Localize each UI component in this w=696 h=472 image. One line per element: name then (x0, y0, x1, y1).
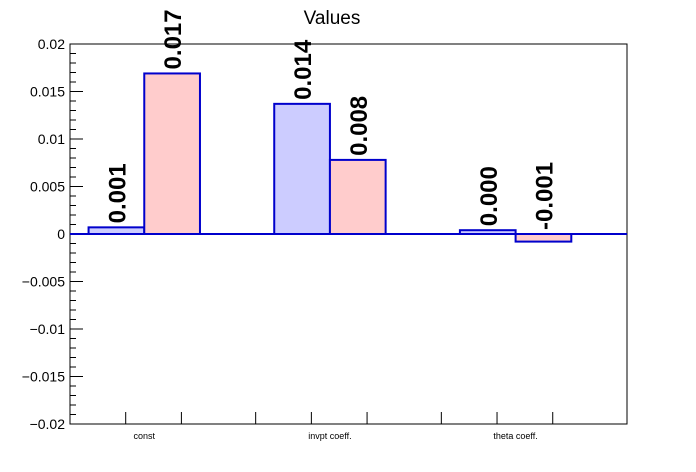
y-tick-label: −0.02 (30, 416, 66, 432)
data-label: 0.008 (346, 96, 373, 156)
bar (514, 233, 573, 243)
y-tick-label: 0.01 (38, 131, 65, 147)
bar (273, 102, 331, 235)
bar (328, 158, 387, 235)
y-tick-label: 0.02 (38, 36, 65, 52)
data-label: 0.014 (290, 39, 317, 100)
data-label: 0.000 (476, 166, 503, 226)
x-category-label: invpt coeff. (308, 431, 351, 441)
chart-title: Values (304, 8, 361, 29)
x-category-label: theta coeff. (493, 431, 537, 441)
y-tick-label: 0.005 (30, 179, 65, 195)
y-tick-label: −0.01 (30, 321, 66, 337)
y-tick-label: −0.005 (22, 274, 65, 290)
data-label: 0.001 (104, 163, 131, 223)
bar (143, 72, 201, 235)
y-tick-label: 0.015 (30, 84, 65, 100)
data-label: -0.001 (531, 162, 558, 230)
y-tick-label: 0 (57, 226, 65, 242)
plot-area: −0.02 −0.015 −0.01 −0.005 0 0.005 0.01 0.015 0.0… (22, 9, 628, 441)
data-label: 0.017 (160, 9, 187, 69)
y-tick-label: −0.015 (22, 369, 65, 385)
x-category-label: const (134, 431, 156, 441)
